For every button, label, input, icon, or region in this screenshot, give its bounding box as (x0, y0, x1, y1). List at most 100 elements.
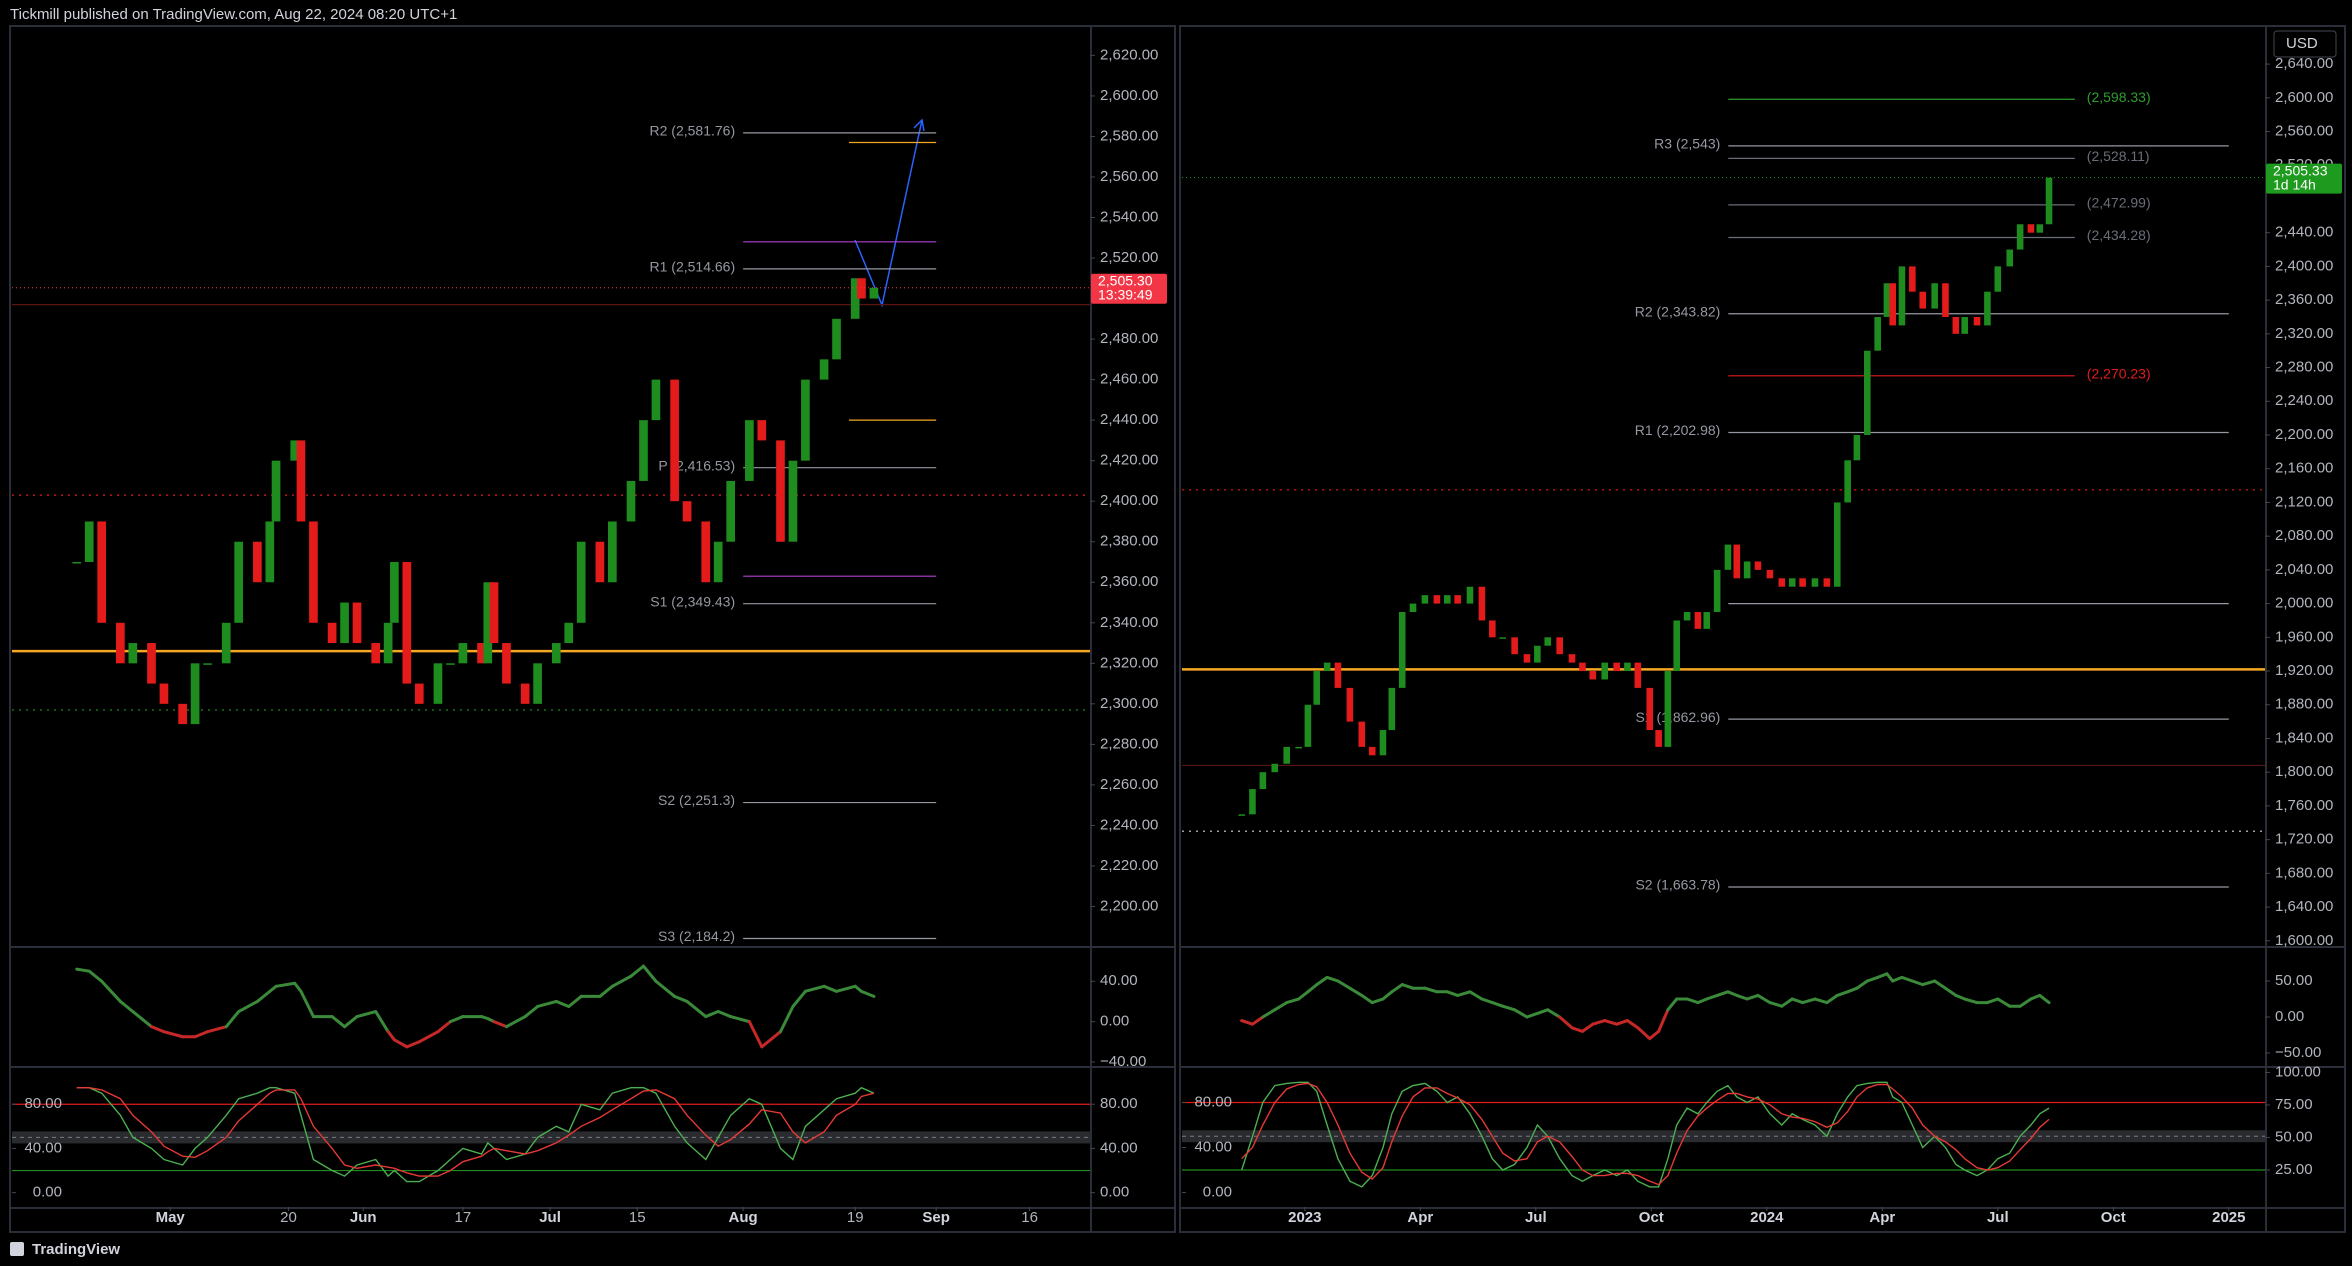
oscillator-segment (554, 999, 571, 1008)
oscillator-segment (1735, 993, 1749, 1001)
candle (1568, 654, 1576, 663)
candle (1271, 763, 1279, 773)
candle (1778, 578, 1786, 587)
candle (1499, 637, 1506, 639)
oscillator-segment (1696, 997, 1709, 1005)
candle (253, 541, 262, 583)
y-tick-label: 2,200.00 (2275, 426, 2333, 443)
candle (801, 379, 810, 461)
y-tick-label: 2,400.00 (2275, 257, 2333, 274)
stoch-tick-label: 40.00 (24, 1139, 62, 1156)
oscillator-segment (162, 1030, 185, 1039)
candle (564, 622, 574, 644)
oscillator-segment (1513, 1008, 1529, 1019)
y-tick-label: 1,920.00 (2275, 662, 2333, 679)
oscillator-segment (1250, 1015, 1265, 1026)
candle (788, 460, 798, 542)
stoch-line (1241, 1081, 2050, 1188)
stoch-tick-label: 0.00 (33, 1184, 62, 1201)
level-label: P (2,416.53) (658, 457, 735, 473)
candle (639, 420, 648, 481)
stoch-y2-tick-label: 75.00 (2275, 1096, 2313, 1113)
y-tick-label: 2,320.00 (2275, 325, 2333, 342)
oscillator-segment (330, 1015, 347, 1029)
candle (309, 521, 318, 623)
oscillator-segment (629, 964, 645, 978)
y-tick-label: 2,440.00 (1100, 411, 1158, 428)
x-tick-label: 2023 (1288, 1209, 1321, 1226)
y-tick-label: 2,340.00 (1100, 614, 1158, 631)
candle (1853, 435, 1861, 461)
oscillator-segment (610, 974, 633, 988)
candle (489, 582, 499, 644)
y-tick-label: 1,680.00 (2275, 864, 2333, 881)
level-label: S3 (2,184.2) (658, 928, 735, 944)
candle (682, 501, 692, 522)
candle (1466, 586, 1474, 604)
stoch-y2-tick-label: 50.00 (2275, 1128, 2313, 1145)
y-tick-label: 1,960.00 (2275, 628, 2333, 645)
candle (290, 440, 300, 461)
oscillator-segment (374, 1010, 390, 1034)
candle (1919, 291, 1927, 309)
stoch-tick-label: 80.00 (1194, 1093, 1232, 1110)
left-frame (9, 25, 1176, 1233)
stoch-tick-label: 0.00 (1203, 1183, 1232, 1200)
stoch-y2-tick-label: 80.00 (1100, 1095, 1138, 1112)
oscillator-segment (206, 1025, 228, 1034)
oscillator-segment (1825, 993, 1839, 1005)
x-tick-label: Aug (729, 1209, 758, 1226)
stoch-tick-label: 40.00 (1194, 1138, 1232, 1155)
candle (502, 643, 511, 684)
currency-button[interactable] (2273, 30, 2337, 58)
oscillator-segment (1423, 986, 1439, 994)
currency[interactable]: USD (2286, 35, 2318, 52)
y-tick-label: 1,640.00 (2275, 898, 2333, 915)
oscillator-segment (504, 1015, 527, 1029)
oscillator-segment (1570, 1026, 1584, 1033)
candle (1655, 730, 1662, 747)
candle (1433, 595, 1441, 604)
oscillator-segment (355, 1010, 378, 1019)
oscillator-segment (2018, 997, 2033, 1008)
candle (713, 541, 723, 583)
candle (1544, 637, 1552, 646)
candle (776, 440, 785, 542)
oscillator-segment (1285, 997, 1301, 1005)
candle (1754, 561, 1762, 570)
candle (147, 643, 156, 684)
candle (701, 521, 711, 583)
oscillator-segment (1490, 1001, 1505, 1008)
level-label: R1 (2,514.66) (650, 259, 736, 275)
countdown: 13:39:49 (1098, 287, 1153, 303)
candle (1724, 544, 1732, 570)
candle (533, 663, 542, 704)
oscillator-segment (729, 1015, 751, 1024)
level-label: S2 (2,251.3) (658, 792, 735, 808)
candle (2036, 224, 2044, 233)
candle (265, 521, 275, 583)
oscillator-segment (1745, 993, 1760, 1001)
y-tick-label: 2,600.00 (2275, 89, 2333, 106)
oscillator-segment (1985, 997, 2000, 1005)
y-tick-label: 1,720.00 (2275, 831, 2333, 848)
candle (1249, 789, 1256, 815)
candle (1909, 266, 1916, 292)
candle (1833, 502, 1841, 587)
oscillator-segment (859, 989, 876, 998)
level-label: R2 (2,343.82) (1635, 303, 1721, 319)
oscillator-segment (1996, 997, 2012, 1008)
footer[interactable]: TradingView (32, 1241, 120, 1258)
candle (1874, 316, 1881, 351)
x-tick-label: Oct (1639, 1209, 1664, 1226)
oscillator-segment (75, 967, 91, 973)
oscillator-segment (1603, 1019, 1619, 1026)
oscillator-segment (417, 1030, 440, 1044)
stoch-line (76, 1087, 875, 1177)
oscillator-segment (1685, 997, 1700, 1005)
level-label: R1 (2,202.98) (1635, 422, 1721, 438)
y-tick-label: 2,280.00 (1100, 735, 1158, 752)
candle (128, 643, 138, 664)
oscillator-segment (716, 1010, 733, 1019)
stoch-line (1241, 1082, 2050, 1186)
